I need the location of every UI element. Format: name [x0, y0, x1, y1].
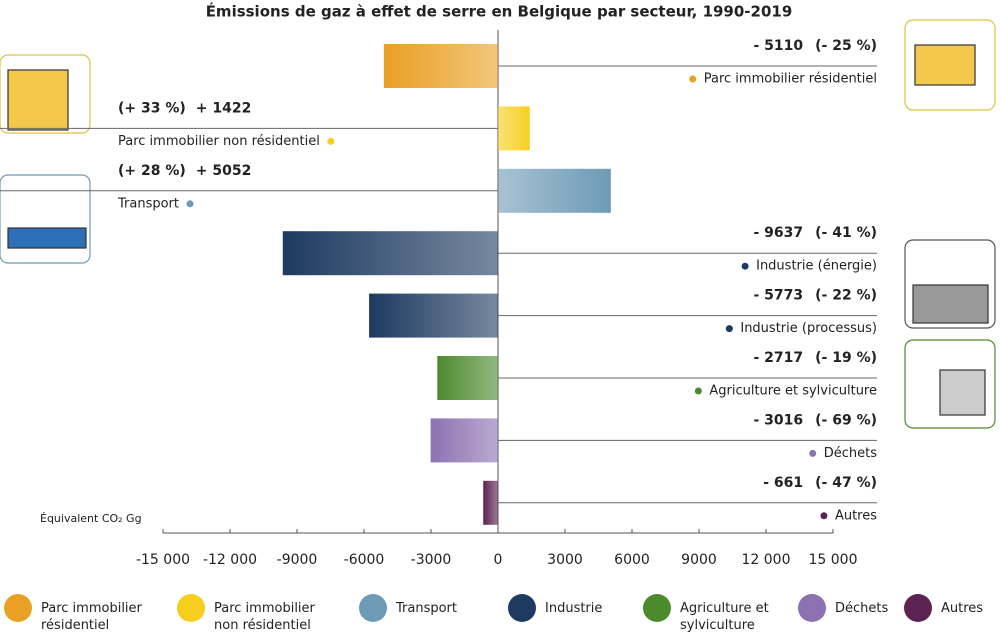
category-dot — [689, 75, 697, 83]
icon — [7, 227, 87, 249]
bar — [498, 168, 611, 213]
x-tick-label: 3000 — [547, 552, 583, 568]
category-dot — [327, 137, 335, 145]
x-tick-label: -9000 — [277, 552, 318, 568]
x-tick-label: -6000 — [344, 552, 385, 568]
category-dot — [809, 449, 817, 457]
icon-frame — [904, 339, 996, 429]
category-dot — [820, 512, 828, 520]
icon-frame — [0, 174, 91, 264]
x-tick-label: -3000 — [411, 552, 452, 568]
icon-frame — [904, 19, 996, 111]
legend-swatch — [904, 594, 932, 622]
icon — [7, 69, 69, 131]
chart-title: Émissions de gaz à effet de serre en Bel… — [206, 2, 793, 21]
percent-label: (- 25 %) — [815, 38, 877, 54]
bar — [369, 293, 498, 338]
percent-label: (- 22 %) — [815, 288, 877, 304]
value-label: - 5773 — [753, 288, 803, 304]
icon — [939, 369, 986, 416]
x-tick-label: 0 — [494, 552, 503, 568]
x-tick-label: 9000 — [681, 552, 717, 568]
legend-swatch — [508, 594, 536, 622]
bar — [383, 44, 498, 88]
value-label: - 661 — [763, 475, 803, 491]
category-dot — [741, 262, 749, 270]
category-label: Agriculture et sylviculture — [709, 384, 877, 399]
legend-label: Autres — [941, 601, 984, 616]
icon — [914, 44, 976, 86]
category-label: Industrie (processus) — [740, 321, 877, 336]
icon-frame — [0, 54, 91, 134]
value-label: - 2717 — [753, 350, 803, 366]
legend-label: Transport — [396, 601, 458, 616]
value-label: - 3016 — [753, 412, 803, 428]
category-label: Déchets — [824, 446, 877, 461]
legend-swatch — [4, 594, 32, 622]
x-tick-label: 15 000 — [809, 552, 858, 568]
legend-label: Industrie — [545, 601, 603, 616]
percent-label: (+ 28 %) — [118, 163, 186, 179]
category-label: Autres — [835, 508, 877, 523]
value-label: + 1422 — [196, 100, 252, 116]
percent-label: (- 41 %) — [815, 225, 877, 241]
icon-frame — [904, 239, 996, 329]
icon — [912, 284, 989, 324]
category-dot — [186, 200, 194, 208]
category-dot — [694, 387, 702, 395]
category-label: Parc immobilier résidentiel — [704, 72, 877, 87]
legend-swatch — [177, 594, 205, 622]
legend-label: Parc immobilier résidentiel — [41, 601, 142, 633]
legend-label: Parc immobilier non résidentiel — [214, 601, 315, 633]
x-tick-label: -15 000 — [136, 552, 190, 568]
percent-label: (- 47 %) — [815, 475, 877, 491]
x-tick-label: 12 000 — [742, 552, 791, 568]
value-label: - 5110 — [753, 38, 803, 54]
legend-label: Déchets — [835, 601, 889, 616]
x-tick-label: -12 000 — [203, 552, 257, 568]
bar — [437, 356, 498, 400]
bar — [498, 106, 530, 151]
percent-label: (- 19 %) — [815, 350, 877, 366]
legend-swatch — [798, 594, 826, 622]
category-label: Industrie (énergie) — [756, 259, 877, 274]
category-label: Parc immobilier non résidentiel — [118, 134, 320, 149]
value-label: + 5052 — [196, 163, 252, 179]
x-axis-label: Équivalent CO₂ Gg — [40, 512, 142, 525]
percent-label: (+ 33 %) — [118, 100, 186, 116]
percent-label: (- 69 %) — [815, 412, 877, 428]
bar — [430, 418, 498, 463]
x-tick-label: 6000 — [614, 552, 650, 568]
legend-swatch — [359, 594, 387, 622]
value-label: - 9637 — [753, 225, 803, 241]
category-label: Transport — [117, 196, 179, 211]
bar — [282, 231, 498, 276]
bar — [483, 480, 498, 525]
legend-swatch — [643, 594, 671, 622]
icons — [0, 19, 996, 429]
category-dot — [725, 325, 733, 333]
legend-label: Agriculture et sylviculture — [680, 601, 769, 633]
